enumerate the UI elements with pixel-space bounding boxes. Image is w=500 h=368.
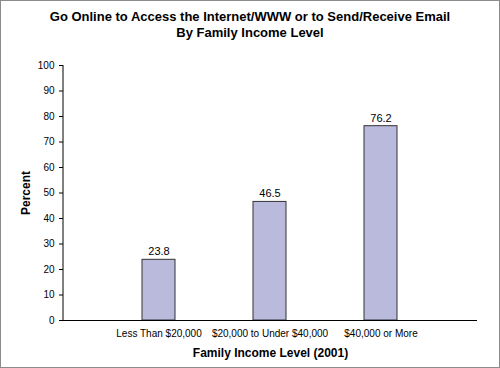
svg-text:10: 10 bbox=[43, 289, 55, 300]
svg-text:46.5: 46.5 bbox=[259, 187, 280, 199]
svg-text:80: 80 bbox=[43, 111, 55, 122]
svg-text:Family Income Level (2001): Family Income Level (2001) bbox=[193, 346, 348, 360]
svg-text:Percent: Percent bbox=[19, 171, 33, 215]
svg-text:20: 20 bbox=[43, 264, 55, 275]
svg-text:$20,000 to Under $40,000: $20,000 to Under $40,000 bbox=[212, 328, 329, 339]
svg-text:23.8: 23.8 bbox=[148, 245, 169, 257]
html-text:Go Online to Access the Intern: Go Online to Access the Internet/WWW or … bbox=[49, 9, 451, 24]
svg-text:$40,000 or More: $40,000 or More bbox=[344, 328, 418, 339]
svg-text:76.2: 76.2 bbox=[370, 112, 391, 124]
svg-text:60: 60 bbox=[43, 162, 55, 173]
svg-text:Less Than $20,000: Less Than $20,000 bbox=[116, 328, 202, 339]
svg-text:70: 70 bbox=[43, 136, 55, 147]
svg-text:50: 50 bbox=[43, 187, 55, 198]
svg-text:40: 40 bbox=[43, 213, 55, 224]
html-text:By Family Income Level: By Family Income Level bbox=[176, 25, 324, 40]
svg-text:100: 100 bbox=[38, 60, 55, 71]
svg-text:30: 30 bbox=[43, 238, 55, 249]
svg-text:90: 90 bbox=[43, 85, 55, 96]
svg-text:0: 0 bbox=[49, 315, 55, 326]
